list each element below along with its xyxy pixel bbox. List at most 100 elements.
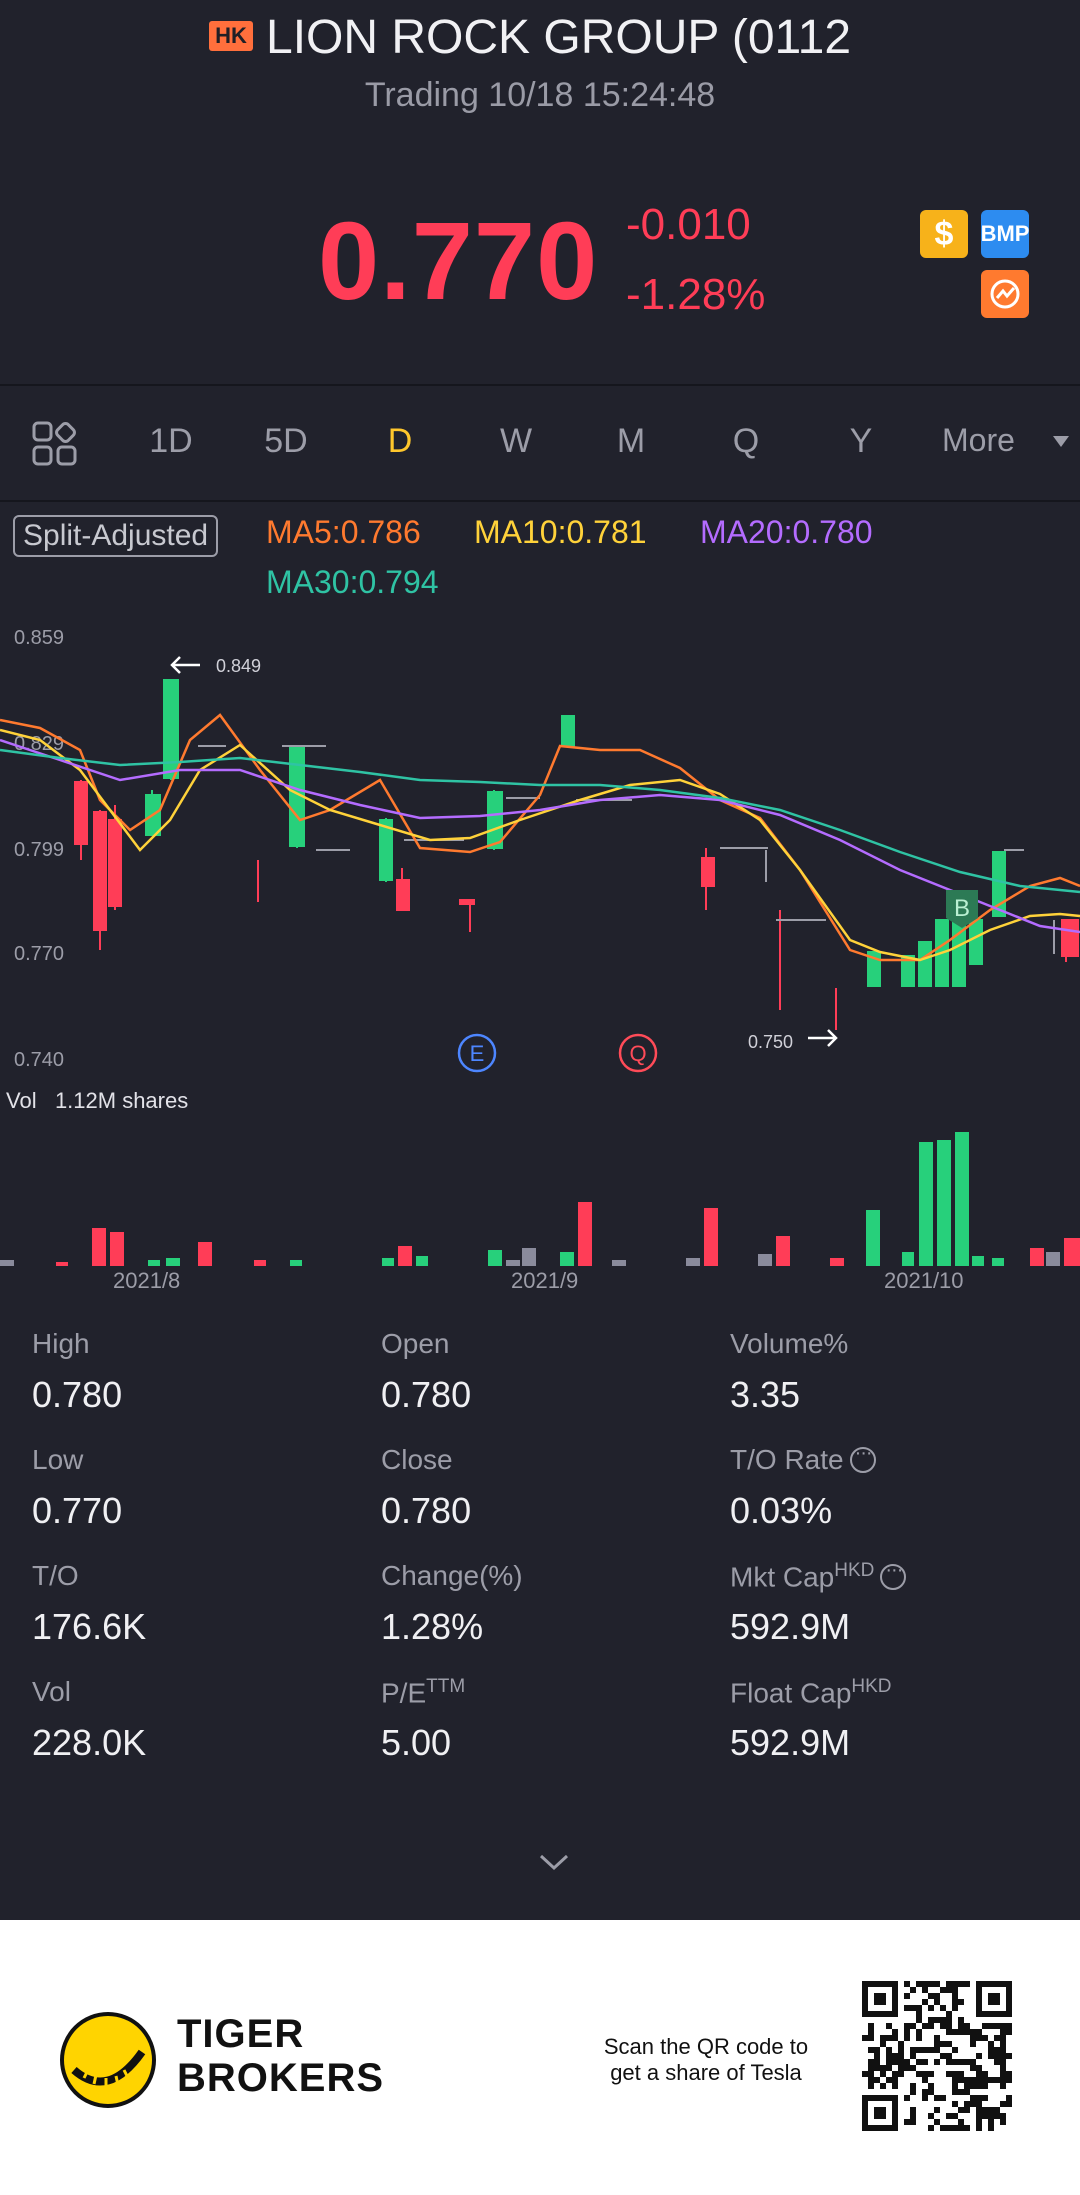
tab-1d[interactable]: 1D (149, 422, 193, 460)
event-marker-q: Q (618, 1033, 658, 1073)
brand-name-line1: TIGER (177, 2012, 305, 2056)
candle (163, 679, 179, 779)
candle (918, 941, 932, 987)
chevron-down-icon[interactable] (1053, 436, 1069, 447)
volume-chart (0, 1132, 1080, 1266)
candle (93, 811, 107, 931)
candlestick-chart[interactable]: 0.859 0.829 0.799 0.770 0.740 0.849 0.75… (0, 620, 1080, 1100)
candle (992, 851, 1006, 917)
candle (487, 791, 503, 849)
volume-bar (92, 1228, 106, 1266)
candle (379, 819, 393, 881)
stat-value-close: 0.780 (381, 1490, 472, 1531)
grid-menu-icon[interactable] (32, 421, 78, 467)
candle (1061, 919, 1079, 957)
volume-bar (110, 1232, 124, 1266)
info-icon[interactable] (880, 1559, 907, 1590)
y-tick: 0.859 (14, 627, 64, 649)
svg-text:0.750: 0.750 (748, 1032, 793, 1052)
tiger-logo-icon (60, 2012, 156, 2108)
volume-bar (1030, 1248, 1044, 1266)
volume-bar (686, 1258, 700, 1266)
candle (701, 857, 715, 887)
volume-bar (382, 1258, 394, 1266)
stat-label-close: Close (381, 1444, 453, 1475)
stat-label-turnover: T/O (32, 1560, 79, 1591)
volume-bar (955, 1132, 969, 1266)
market-badge: HK (209, 21, 253, 51)
stat-label-low: Low (32, 1444, 84, 1475)
candle (867, 951, 881, 987)
tab-y[interactable]: Y (849, 422, 873, 460)
info-icon[interactable] (849, 1442, 876, 1473)
bmp-icon[interactable]: BMP (981, 210, 1029, 258)
volume-bar (0, 1260, 14, 1266)
x-tick-label: 2021/8 (113, 1268, 181, 1293)
tab-q[interactable]: Q (732, 422, 760, 460)
stat-value-change-pct: 1.28% (381, 1606, 484, 1647)
brand-name-line2: BROKERS (177, 2056, 385, 2100)
stat-value-mkt-cap: 592.9M (730, 1606, 851, 1647)
tab-more[interactable]: More (942, 422, 1015, 458)
svg-text:B: B (954, 895, 970, 922)
price-change: -0.010 (626, 200, 751, 249)
stat-label-volume-pct: Volume% (730, 1328, 849, 1359)
stat-label-pe: P/ETTM (381, 1676, 466, 1709)
tab-m[interactable]: M (616, 422, 646, 460)
volume-bar (758, 1254, 772, 1266)
volume-bar (398, 1246, 412, 1266)
stat-label-mkt-cap: Mkt CapHKD (730, 1559, 907, 1593)
stat-value-high: 0.780 (32, 1374, 123, 1415)
low-annotation: 0.750 (748, 1029, 838, 1052)
event-marker-e: E (457, 1033, 497, 1073)
volume-bar (522, 1248, 536, 1266)
volume-bar (488, 1250, 502, 1266)
ma30-label: MA30:0.794 (266, 564, 439, 600)
event-marker-b: B (946, 890, 978, 928)
volume-bar (866, 1210, 880, 1266)
stat-value-volume-pct: 3.35 (730, 1374, 801, 1415)
ma5-label: MA5:0.786 (266, 514, 421, 550)
x-tick-label: 2021/10 (884, 1268, 964, 1293)
volume-bar (776, 1236, 790, 1266)
volume-bar (506, 1260, 520, 1266)
stat-value-low: 0.770 (32, 1490, 123, 1531)
stat-label-high: High (32, 1328, 90, 1359)
ma20-line (0, 738, 1080, 934)
stat-label-vol: Vol (32, 1676, 71, 1707)
stock-title: LION ROCK GROUP (0112 (266, 11, 852, 64)
tab-d[interactable]: D (387, 422, 413, 460)
tab-5d[interactable]: 5D (264, 422, 308, 460)
header-divider (0, 384, 1080, 386)
svg-text:Q: Q (629, 1041, 646, 1066)
volume-bar (1064, 1238, 1080, 1266)
candle (901, 955, 915, 987)
last-price: 0.770 (318, 200, 599, 323)
stat-value-open: 0.780 (381, 1374, 472, 1415)
volume-label: Vol 1.12M shares (6, 1088, 189, 1113)
volume-bar (1046, 1252, 1060, 1266)
dollar-icon[interactable]: $ (920, 210, 968, 258)
price-change-percent: -1.28% (626, 270, 766, 319)
volume-bar (166, 1258, 180, 1266)
tab-w[interactable]: W (499, 422, 533, 460)
expand-chevron-icon[interactable] (537, 1850, 571, 1874)
ma10-line (0, 728, 1080, 962)
volume-bar (919, 1142, 933, 1266)
volume-bar (972, 1256, 984, 1266)
volume-bar (992, 1258, 1004, 1266)
split-adjusted-toggle[interactable]: Split-Adjusted (13, 515, 219, 557)
ma30-line (0, 748, 1080, 894)
candle (74, 781, 88, 845)
y-tick: 0.770 (14, 943, 64, 965)
volume-bar (56, 1262, 68, 1266)
volume-bar (254, 1260, 266, 1266)
volume-bar (290, 1260, 302, 1266)
ma20-label: MA20:0.780 (700, 514, 873, 550)
stat-label-open: Open (381, 1328, 450, 1359)
y-tick: 0.740 (14, 1049, 64, 1071)
volume-bar (578, 1202, 592, 1266)
candle (561, 715, 575, 747)
volume-bar (937, 1140, 951, 1266)
options-icon[interactable] (981, 270, 1029, 318)
